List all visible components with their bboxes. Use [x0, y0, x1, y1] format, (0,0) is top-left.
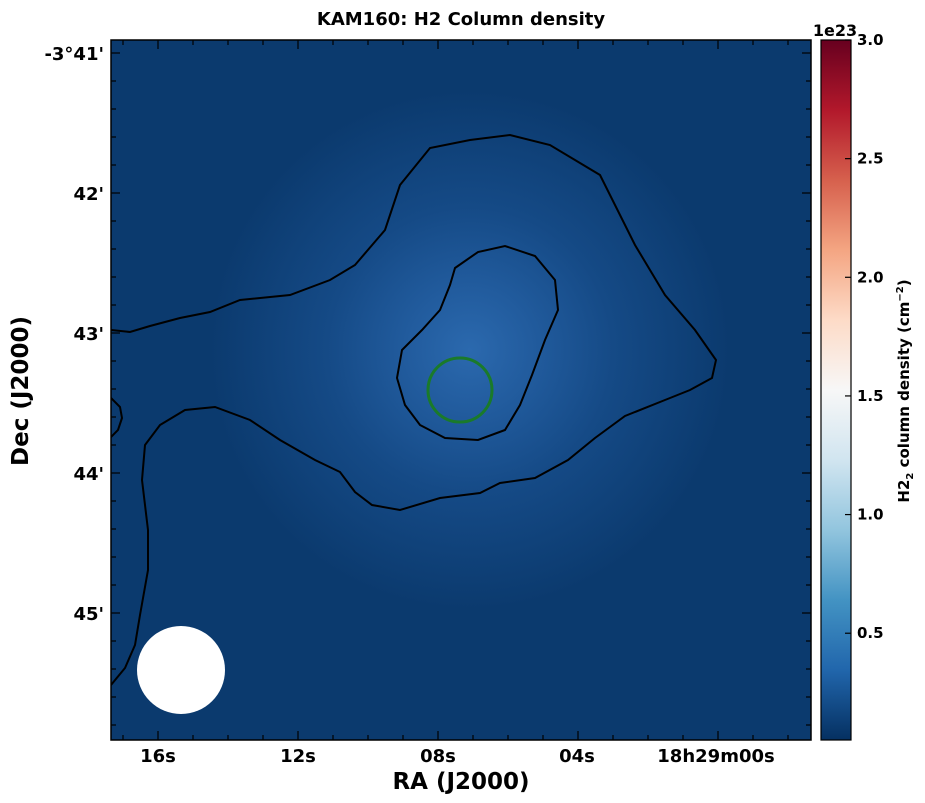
- y-tick-label: 43': [73, 324, 104, 345]
- x-tick-label: 16s: [140, 746, 176, 767]
- colorbar-tick-label: 3.0: [857, 31, 884, 49]
- colorbar-ticks: [845, 39, 851, 634]
- colorbar: [820, 39, 852, 741]
- colorbar-offset-text: 1e23: [813, 21, 857, 40]
- chart-title: KAM160: H2 Column density: [317, 9, 605, 30]
- y-tick-label: 42': [73, 184, 104, 205]
- x-axis-label: RA (J2000): [392, 769, 529, 795]
- heatmap-peak: [111, 40, 811, 740]
- colorbar-tick-label: 1.0: [857, 506, 884, 524]
- colorbar-tick-label: 1.5: [857, 387, 884, 405]
- y-tick-label: -3°41': [44, 44, 104, 65]
- beam-ellipse: [137, 626, 225, 714]
- colorbar-label: H22 column density (cm−2): [895, 279, 916, 502]
- x-tick-label: 08s: [420, 746, 456, 767]
- y-tick-label: 44': [73, 464, 104, 485]
- y-axis-label: Dec (J2000): [8, 316, 34, 466]
- plot-area: [111, 40, 811, 740]
- colorbar-tick-label: 0.5: [857, 624, 884, 642]
- contour-inner: [395, 244, 560, 442]
- contour-outer: [111, 133, 718, 686]
- colorbar-tick-label: 2.0: [857, 268, 884, 286]
- y-tick-labels: -3°41' 42' 43' 44' 45': [44, 44, 104, 625]
- plot-frame: [110, 39, 812, 741]
- contour-edge: [111, 397, 124, 438]
- x-tick-label: 04s: [559, 746, 595, 767]
- source-marker-circle: [426, 356, 494, 424]
- axis-ticks: [111, 40, 811, 740]
- colorbar-tick-label: 2.5: [857, 150, 884, 168]
- x-tick-labels: 16s 12s 08s 04s 18h29m00s: [140, 746, 775, 767]
- x-tick-label: 18h29m00s: [657, 746, 774, 767]
- y-tick-label: 45': [73, 604, 104, 625]
- colorbar-tick-labels: 0.5 1.0 1.5 2.0 2.5 3.0: [857, 31, 884, 642]
- x-tick-label: 12s: [280, 746, 316, 767]
